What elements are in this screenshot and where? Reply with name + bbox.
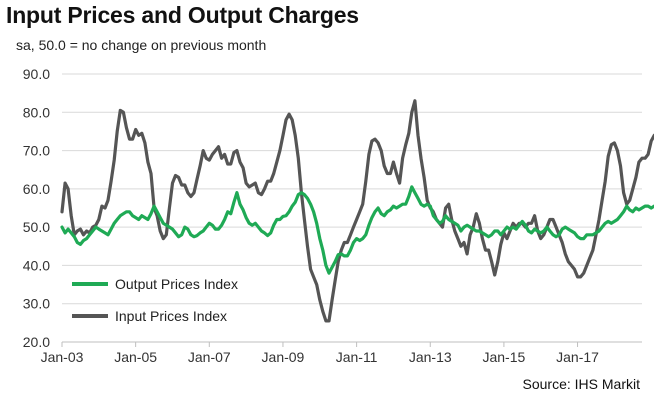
source-note: Source: IHS Markit	[522, 376, 640, 392]
output-prices-line	[60, 185, 654, 275]
y-tick-label: 70.0	[23, 143, 50, 159]
x-tick-label: Jan-07	[188, 349, 231, 365]
x-axis-ticks: Jan-03 Jan-05 Jan-07 Jan-09 Jan-11 Jan-13 Jan-…	[41, 342, 599, 365]
x-tick-label: Jan-03	[41, 349, 84, 365]
x-tick-label: Jan-17	[556, 349, 599, 365]
y-tick-label: 30.0	[23, 296, 50, 312]
x-tick-label: Jan-15	[482, 349, 525, 365]
gridlines	[62, 73, 642, 343]
legend: Output Prices Index Input Prices Index	[72, 276, 238, 324]
legend-label: Input Prices Index	[115, 308, 227, 324]
y-tick-label: 50.0	[23, 219, 50, 235]
legend-label: Output Prices Index	[115, 276, 238, 292]
y-tick-label: 60.0	[23, 181, 50, 197]
x-tick-label: Jan-09	[262, 349, 305, 365]
x-tick-label: Jan-05	[114, 349, 157, 365]
y-tick-label: 90.0	[23, 66, 50, 82]
chart-subtitle: sa, 50.0 = no change on previous month	[16, 37, 267, 53]
x-tick-label: Jan-11	[336, 349, 378, 365]
y-tick-label: 80.0	[23, 104, 50, 120]
input-prices-line	[60, 99, 654, 323]
y-axis-ticks: 20.0 30.0 40.0 50.0 60.0 70.0 80.0 90.0	[23, 66, 50, 350]
y-tick-label: 20.0	[23, 334, 50, 350]
y-tick-label: 40.0	[23, 257, 50, 273]
chart-title: Input Prices and Output Charges	[6, 2, 359, 28]
series-lines	[60, 99, 654, 323]
x-tick-label: Jan-13	[409, 349, 452, 365]
